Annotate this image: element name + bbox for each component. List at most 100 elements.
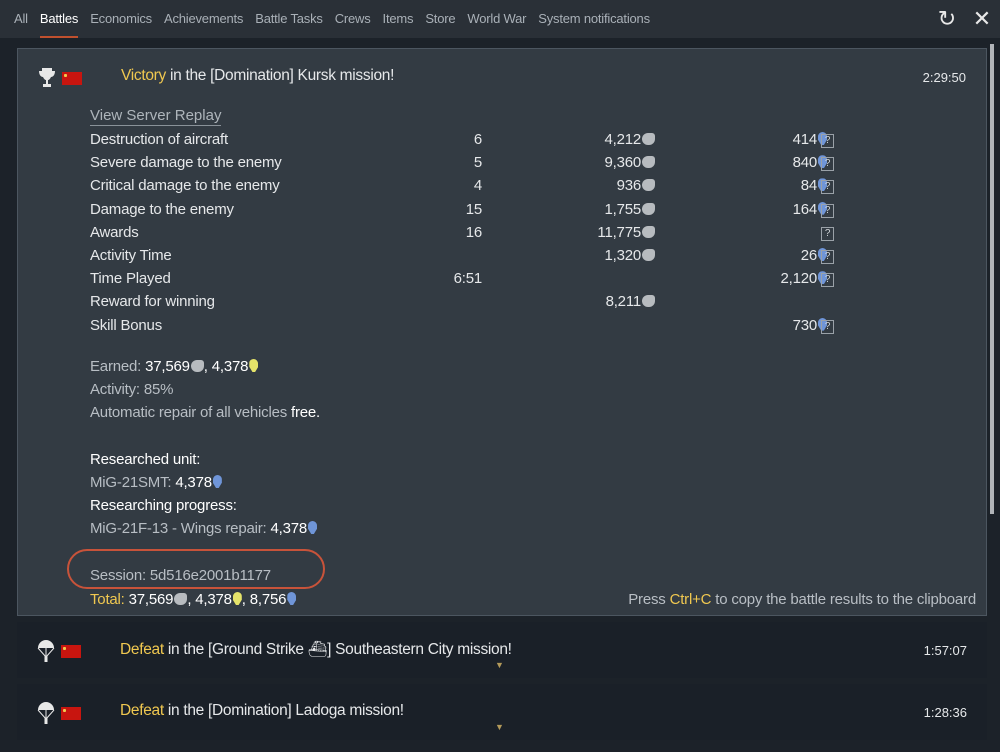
reward-row: Severe damage to the enemy 5 9,360 840? bbox=[90, 154, 870, 177]
researched-unit: MiG-21SMT: 4,378 bbox=[90, 474, 222, 491]
reward-row: Skill Bonus 730? bbox=[90, 317, 870, 340]
tab-system-notifications[interactable]: System notifications bbox=[538, 11, 650, 26]
silver-lions-icon bbox=[642, 133, 655, 145]
research-points-icon bbox=[818, 155, 827, 169]
silver-lions-icon bbox=[642, 202, 655, 215]
reward-research-points: 164 bbox=[793, 201, 827, 218]
tab-economics[interactable]: Economics bbox=[90, 11, 152, 26]
reward-label: Awards bbox=[90, 223, 139, 241]
battle-title: Victory in the [Domination] Kursk missio… bbox=[121, 67, 395, 84]
reward-research-points: 840 bbox=[793, 154, 827, 171]
help-icon[interactable]: ? bbox=[821, 157, 834, 172]
help-icon[interactable]: ? bbox=[821, 134, 834, 148]
progress-label: Researching progress: bbox=[90, 497, 237, 514]
reward-research-points: 26 bbox=[801, 247, 827, 264]
tab-store[interactable]: Store bbox=[425, 11, 456, 26]
battle-result-collapsed[interactable]: Defeat in the [Domination] Ladoga missio… bbox=[17, 684, 987, 740]
scrollbar[interactable] bbox=[990, 44, 994, 514]
reward-research-points: 84 bbox=[801, 177, 827, 194]
highlight-ring bbox=[67, 549, 325, 589]
battle-result-expanded: Victory in the [Domination] Kursk missio… bbox=[17, 48, 987, 616]
research-points-icon bbox=[818, 178, 827, 192]
tab-crews[interactable]: Crews bbox=[334, 11, 371, 26]
tab-bar: All Battles Economics Achievements Battle Ta… bbox=[0, 0, 1000, 38]
research-points-icon bbox=[818, 132, 827, 145]
reward-label: Activity Time bbox=[90, 247, 172, 264]
copy-hint: Press Ctrl+C to copy the battle results … bbox=[628, 591, 976, 608]
help-icon[interactable]: ? bbox=[821, 273, 834, 288]
research-points-icon bbox=[818, 201, 827, 215]
reward-research-points: 414 bbox=[793, 131, 827, 148]
reward-count: 4 bbox=[473, 177, 482, 195]
reward-row: Reward for winning 8,211 bbox=[90, 293, 870, 316]
silver-lions-icon bbox=[642, 225, 655, 238]
tab-battle-tasks[interactable]: Battle Tasks bbox=[255, 11, 323, 26]
research-points-icon bbox=[308, 521, 318, 534]
reward-label: Critical damage to the enemy bbox=[90, 177, 280, 195]
research-points-icon bbox=[818, 317, 827, 331]
reward-row: Activity Time 1,320 26? bbox=[90, 247, 870, 270]
silver-lions-icon bbox=[642, 156, 655, 169]
reward-count: 16 bbox=[465, 223, 483, 241]
reward-silver-lions: 936 bbox=[617, 177, 655, 194]
earned-line: Earned: 37,569, 4,378 bbox=[90, 358, 259, 375]
reward-silver-lions: 11,775 bbox=[597, 224, 655, 241]
battle-result-collapsed[interactable]: Defeat in the [Ground Strike ⛴] Southeas… bbox=[17, 622, 987, 678]
tab-all[interactable]: All bbox=[14, 11, 28, 26]
battle-time: 1:28:36 bbox=[923, 705, 967, 720]
tab-achievements[interactable]: Achievements bbox=[163, 11, 244, 26]
reward-research-points: 730 bbox=[793, 317, 827, 334]
close-icon[interactable]: ✕ bbox=[972, 6, 992, 31]
reward-count: 6:51 bbox=[453, 270, 483, 288]
activity-line: Activity: 85% bbox=[90, 381, 174, 398]
reward-row: Destruction of aircraft 6 4,212 414? bbox=[90, 131, 870, 154]
reward-count: 5 bbox=[473, 154, 482, 172]
reward-row: Damage to the enemy 15 1,755 164? bbox=[90, 201, 870, 224]
reward-label: Time Played bbox=[90, 270, 171, 288]
parachute-icon bbox=[37, 702, 55, 724]
reward-research-points: 2,120 bbox=[780, 270, 827, 287]
tab-items[interactable]: Items bbox=[382, 11, 414, 26]
tab-world-war[interactable]: World War bbox=[467, 11, 527, 26]
research-points-icon bbox=[287, 592, 297, 605]
total-line: Total: 37,569, 4,378, 8,756 bbox=[90, 591, 297, 608]
silver-lions-icon bbox=[642, 249, 655, 261]
battle-time: 2:29:50 bbox=[922, 70, 966, 85]
reward-count: 15 bbox=[465, 200, 483, 218]
reward-row: Awards 16 11,775? bbox=[90, 224, 870, 247]
reward-silver-lions: 8,211 bbox=[606, 293, 655, 310]
ussr-flag-icon bbox=[61, 707, 81, 720]
silver-lions-icon bbox=[642, 179, 655, 192]
expand-chevron-icon[interactable]: ▼ bbox=[495, 660, 504, 670]
trophy-icon bbox=[39, 68, 55, 87]
reward-row: Time Played 6:51 2,120? bbox=[90, 270, 870, 293]
silver-lions-icon bbox=[174, 593, 188, 605]
battle-title: Defeat in the [Ground Strike ⛴] Southeas… bbox=[120, 641, 512, 658]
ussr-flag-icon bbox=[61, 645, 81, 658]
reward-label: Destruction of aircraft bbox=[90, 131, 228, 148]
reward-label: Severe damage to the enemy bbox=[90, 154, 282, 172]
help-icon[interactable]: ? bbox=[821, 203, 834, 218]
battle-title: Defeat in the [Domination] Ladoga missio… bbox=[120, 702, 404, 719]
parachute-icon bbox=[37, 640, 55, 662]
reward-silver-lions: 1,320 bbox=[604, 247, 655, 264]
reward-count: 6 bbox=[473, 131, 482, 148]
reward-silver-lions: 9,360 bbox=[604, 154, 655, 171]
expand-chevron-icon[interactable]: ▼ bbox=[495, 722, 504, 732]
view-server-replay-link[interactable]: View Server Replay bbox=[90, 107, 222, 126]
research-points-icon bbox=[818, 271, 827, 285]
help-icon[interactable]: ? bbox=[821, 180, 834, 195]
reward-silver-lions: 1,755 bbox=[604, 201, 655, 218]
researched-label: Researched unit: bbox=[90, 451, 201, 468]
help-icon[interactable]: ? bbox=[821, 250, 834, 264]
silver-lions-icon bbox=[642, 295, 655, 308]
help-icon[interactable]: ? bbox=[821, 319, 834, 334]
session-id: Session: 5d516e2001b1177 bbox=[90, 567, 271, 584]
help-icon[interactable]: ? bbox=[821, 226, 834, 241]
reward-label: Reward for winning bbox=[90, 293, 215, 311]
refresh-icon[interactable]: ↻ bbox=[937, 6, 957, 31]
convertible-rp-icon bbox=[249, 359, 259, 372]
convertible-rp-icon bbox=[232, 592, 242, 605]
reward-label: Damage to the enemy bbox=[90, 200, 234, 218]
tab-battles[interactable]: Battles bbox=[34, 0, 84, 38]
